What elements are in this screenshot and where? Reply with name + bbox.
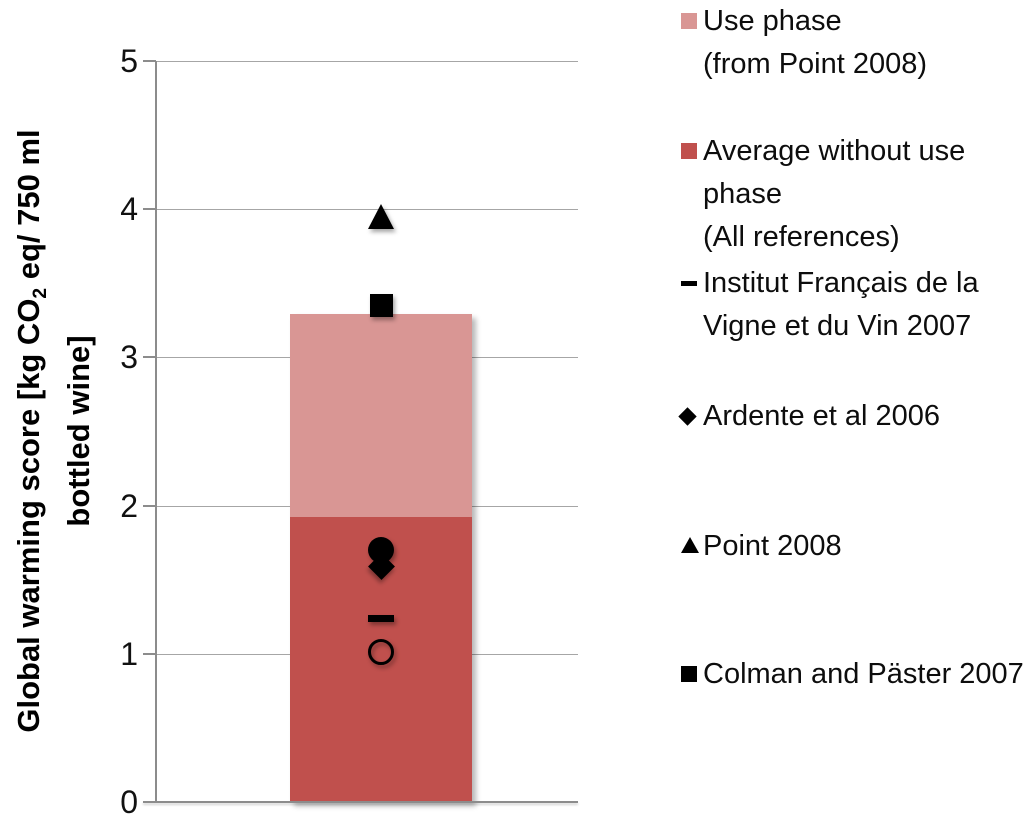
y-tick-label-0: 0 <box>120 784 138 820</box>
legend-swatch-box <box>681 262 703 305</box>
legend-square-icon <box>681 143 697 159</box>
gridline-y-4 <box>156 209 578 210</box>
legend-swatch-box <box>678 395 703 438</box>
legend-swatch-box <box>681 653 703 696</box>
y-tick-label-3: 3 <box>120 339 138 375</box>
y-tick-label-5: 5 <box>120 43 138 79</box>
y-axis-title: Global warming score [kg CO2 eq/ 750 ml … <box>10 129 98 732</box>
legend-item-label: Point 2008 <box>703 525 842 568</box>
legend-swatch-box <box>681 130 703 173</box>
y-tick-label-4: 4 <box>120 191 138 227</box>
legend-item: Institut Français de la Vigne et du Vin 2… <box>681 262 979 348</box>
y-tick-4 <box>143 208 156 210</box>
gridline-y-5 <box>156 61 578 62</box>
legend-swatch-box <box>681 0 703 43</box>
legend-label-line: Vigne et du Vin 2007 <box>703 310 972 342</box>
legend-item: Ardente et al 2006 <box>678 395 940 438</box>
x-axis-line <box>143 801 578 803</box>
legend: Use phase (from Point 2008) Average withou… <box>678 0 1024 811</box>
legend-item: Average without use phase (All references) <box>681 130 965 259</box>
bar-segment-use-phase <box>290 314 472 518</box>
legend-label-line: Point 2008 <box>703 530 842 562</box>
co2-subscript: 2 <box>30 287 52 299</box>
marker-triangle-icon <box>368 204 394 230</box>
legend-item-label: Institut Français de la Vigne et du Vin 2… <box>703 262 979 348</box>
legend-item: Point 2008 <box>681 525 842 568</box>
legend-label-line: Ardente et al 2006 <box>703 400 941 432</box>
legend-label-line: Use phase <box>703 5 842 37</box>
y-tick-5 <box>143 60 156 62</box>
marker-dash-icon <box>368 614 394 622</box>
y-axis-line <box>155 61 157 803</box>
legend-item: Use phase (from Point 2008) <box>681 0 927 86</box>
y-tick-1 <box>143 653 156 655</box>
legend-diamond-icon <box>678 407 697 426</box>
y-tick-2 <box>143 505 156 507</box>
legend-swatch-box <box>681 525 703 568</box>
y-tick-label-2: 2 <box>120 488 138 524</box>
legend-square-icon <box>681 13 697 29</box>
legend-label-line: (All references) <box>703 221 900 253</box>
legend-label-line: phase <box>703 178 783 210</box>
legend-item: Colman and Päster 2007 <box>681 653 1024 696</box>
legend-label-line: Average without use <box>703 135 966 167</box>
marker-square-icon <box>369 294 393 318</box>
legend-item-label: Average without use phase (All references) <box>703 130 965 259</box>
marker-circle-open-icon <box>368 639 394 666</box>
y-tick-label-1: 1 <box>120 636 138 672</box>
legend-dash-icon <box>681 281 697 286</box>
legend-label-line: Institut Français de la <box>703 267 979 299</box>
y-tick-3 <box>143 356 156 358</box>
legend-item-label: Colman and Päster 2007 <box>703 653 1024 696</box>
legend-item-label: Use phase (from Point 2008) <box>703 0 927 86</box>
legend-label-line: Colman and Päster 2007 <box>703 658 1024 690</box>
legend-label-line: (from Point 2008) <box>703 48 928 80</box>
legend-square-icon <box>681 666 697 682</box>
y-axis-title-line1: Global warming score [kg CO2 eq/ 750 ml <box>10 129 52 733</box>
legend-item-label: Ardente et al 2006 <box>703 395 940 438</box>
legend-triangle-icon <box>681 537 699 553</box>
